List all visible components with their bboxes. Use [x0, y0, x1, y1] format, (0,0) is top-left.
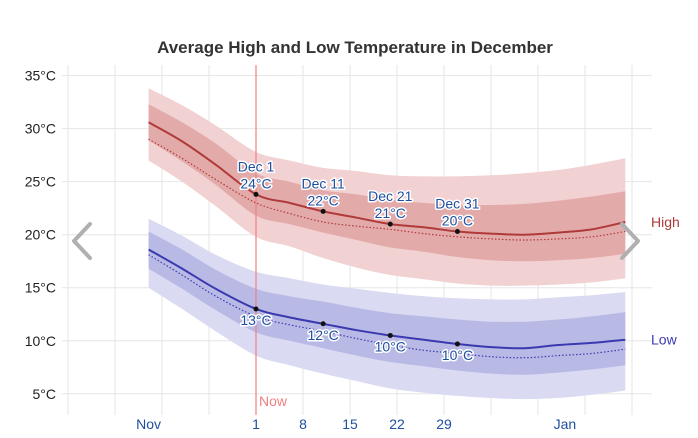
- series-labels: High Low: [651, 214, 680, 348]
- data-point: [388, 222, 393, 227]
- annotation-low-value: 10°C: [375, 338, 406, 354]
- annotation-high-value: 21°C: [375, 205, 406, 221]
- y-tick-label: 15°C: [25, 280, 56, 296]
- annotation-high-value: 22°C: [308, 192, 339, 208]
- annotation-high-value: 20°C: [442, 213, 473, 229]
- y-tick-label: 25°C: [25, 174, 56, 190]
- data-point: [254, 192, 259, 197]
- y-tick-label: 35°C: [25, 68, 56, 84]
- series-label-low: Low: [651, 332, 678, 348]
- annotation-low-value: 13°C: [240, 312, 271, 328]
- x-tick-label: 8: [299, 416, 307, 432]
- y-tick-label: 10°C: [25, 333, 56, 349]
- data-point: [321, 209, 326, 214]
- chevron-left-icon: [74, 224, 90, 258]
- y-axis: 5°C 10°C 15°C 20°C 25°C 30°C 35°C: [25, 68, 56, 402]
- x-tick-label: 1: [252, 416, 260, 432]
- x-tick-label: Jan: [554, 416, 577, 432]
- x-axis: Nov 1 8 15 22 29 Jan: [136, 416, 576, 432]
- annotation-date: Dec 31: [435, 196, 480, 212]
- annotation-date: Dec 21: [368, 188, 413, 204]
- x-tick-label: 22: [389, 416, 405, 432]
- annotation-low-value: 12°C: [308, 327, 339, 343]
- data-point: [388, 333, 393, 338]
- data-point: [254, 306, 259, 311]
- now-label: Now: [259, 393, 288, 409]
- x-tick-label: 29: [436, 416, 452, 432]
- data-point: [455, 229, 460, 234]
- chart-title: Average High and Low Temperature in Dece…: [157, 38, 553, 57]
- annotation-date: Dec 1: [238, 158, 275, 174]
- temperature-chart: Average High and Low Temperature in Dece…: [0, 0, 698, 438]
- data-point: [321, 321, 326, 326]
- annotation-date: Dec 11: [301, 175, 345, 191]
- prev-button[interactable]: [74, 224, 90, 258]
- annotation-high-value: 24°C: [240, 175, 271, 191]
- x-tick-label: Nov: [136, 416, 161, 432]
- x-tick-label: 15: [342, 416, 358, 432]
- annotation-low-value: 10°C: [442, 347, 473, 363]
- y-tick-label: 5°C: [33, 386, 57, 402]
- series-label-high: High: [651, 214, 680, 230]
- y-tick-label: 20°C: [25, 227, 56, 243]
- y-tick-label: 30°C: [25, 121, 56, 137]
- data-point: [455, 341, 460, 346]
